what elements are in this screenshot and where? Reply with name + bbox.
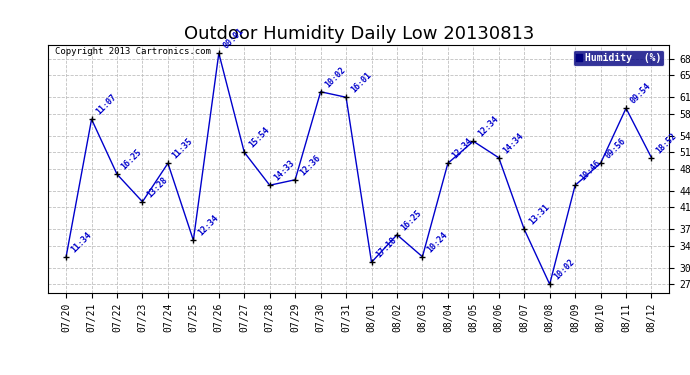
Text: 12:34: 12:34: [196, 213, 220, 237]
Text: 09:56: 09:56: [603, 136, 627, 160]
Text: Copyright 2013 Cartronics.com: Copyright 2013 Cartronics.com: [55, 48, 210, 57]
Text: 13:31: 13:31: [527, 202, 551, 226]
Legend: Humidity  (%): Humidity (%): [573, 50, 664, 66]
Title: Outdoor Humidity Daily Low 20130813: Outdoor Humidity Daily Low 20130813: [184, 26, 534, 44]
Text: 10:02: 10:02: [553, 257, 577, 282]
Text: 11:07: 11:07: [95, 92, 119, 117]
Text: 10:02: 10:02: [324, 65, 348, 89]
Text: 11:35: 11:35: [170, 136, 195, 160]
Text: 14:33: 14:33: [273, 158, 297, 183]
Text: 14:34: 14:34: [502, 131, 526, 155]
Text: 00:01: 00:01: [221, 26, 246, 51]
Text: 12:36: 12:36: [298, 153, 322, 177]
Text: 10:46: 10:46: [578, 158, 602, 183]
Text: 11:34: 11:34: [69, 230, 93, 254]
Text: 16:25: 16:25: [400, 208, 424, 232]
Text: 12:34: 12:34: [476, 114, 500, 138]
Text: 12:34: 12:34: [451, 136, 475, 160]
Text: 13:28: 13:28: [146, 175, 169, 199]
Text: 09:54: 09:54: [629, 81, 653, 105]
Text: 10:24: 10:24: [425, 230, 449, 254]
Text: 15:54: 15:54: [247, 125, 271, 150]
Text: 18:52: 18:52: [654, 131, 678, 155]
Text: 17:18: 17:18: [374, 236, 398, 260]
Text: 16:01: 16:01: [349, 70, 373, 94]
Text: 16:25: 16:25: [120, 147, 144, 171]
